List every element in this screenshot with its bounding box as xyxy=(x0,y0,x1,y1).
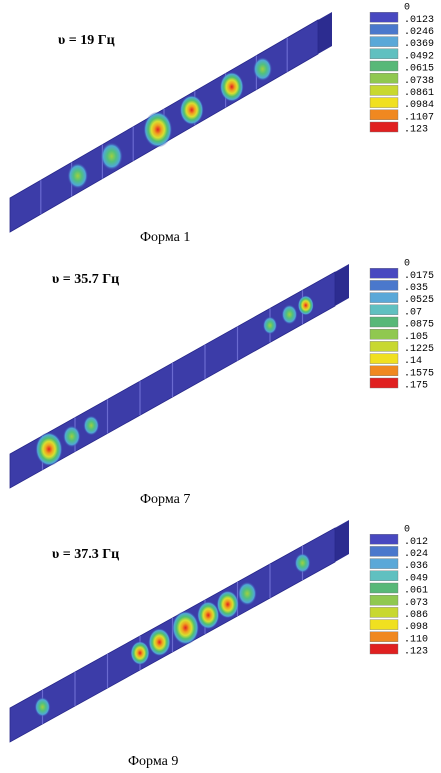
mode-spot xyxy=(35,697,51,717)
legend-label: 0 xyxy=(404,259,410,270)
mode-spot xyxy=(63,425,81,447)
legend-label: .073 xyxy=(404,598,428,609)
legend-label: .1225 xyxy=(404,344,434,355)
legend-swatch xyxy=(370,546,398,556)
legend-label: .012 xyxy=(404,537,428,548)
mode-spot xyxy=(253,57,272,81)
beam-side xyxy=(335,264,349,306)
legend-swatch xyxy=(370,12,398,22)
legend-label: .1575 xyxy=(404,368,434,379)
legend-swatch xyxy=(370,37,398,47)
mode-spot xyxy=(67,163,88,189)
legend-swatch xyxy=(370,49,398,59)
legend-swatch xyxy=(370,98,398,108)
legend-swatch xyxy=(370,110,398,120)
legend-label: .0246 xyxy=(404,27,434,38)
legend-swatch xyxy=(370,571,398,581)
frequency: υ = 35.7 Гц xyxy=(52,272,119,287)
legend-label: .036 xyxy=(404,561,428,572)
legend-label: .098 xyxy=(404,622,428,633)
mode-spot xyxy=(148,628,170,656)
legend: 0.0123.0246.0369.0492 .0615.0738.0861.098… xyxy=(370,3,434,136)
legend-swatch xyxy=(370,620,398,630)
mode-spot xyxy=(220,72,244,102)
mode-spot xyxy=(172,611,199,645)
legend-label: .105 xyxy=(404,332,428,343)
legend-label: .110 xyxy=(404,634,428,645)
mode-spot xyxy=(263,316,277,334)
caption: Форма 7 xyxy=(140,492,190,507)
legend: 0.0175.035.0525.07 .0875.105.1225.14.1575… xyxy=(370,259,434,392)
legend-label: .0984 xyxy=(404,100,434,111)
legend-label: 0 xyxy=(404,525,410,536)
legend-swatch xyxy=(370,583,398,593)
legend-swatch xyxy=(370,24,398,34)
legend-swatch xyxy=(370,61,398,71)
legend-label: .0875 xyxy=(404,320,434,331)
legend-label: 0 xyxy=(404,3,410,14)
legend-swatch xyxy=(370,595,398,605)
legend-swatch xyxy=(370,632,398,642)
legend-label: .123 xyxy=(404,125,428,136)
legend-swatch xyxy=(370,268,398,278)
mode-spot xyxy=(35,432,62,466)
beam-side xyxy=(318,12,332,54)
caption: Форма 1 xyxy=(140,230,190,245)
legend-swatch xyxy=(370,341,398,351)
legend-label: .0175 xyxy=(404,271,434,282)
legend-label: .0861 xyxy=(404,88,434,99)
legend-swatch xyxy=(370,366,398,376)
legend-swatch xyxy=(370,305,398,315)
beams xyxy=(10,12,349,742)
legend-label: .086 xyxy=(404,610,428,621)
legend-swatch xyxy=(370,378,398,388)
mode-spot xyxy=(295,553,311,573)
legend-swatch xyxy=(370,73,398,83)
legend-label: .0615 xyxy=(404,64,434,75)
mode-spot xyxy=(83,416,99,436)
legend: 0.012.024.036.049 .061.073.086.098.110 .12… xyxy=(370,525,428,658)
legend-swatch xyxy=(370,317,398,327)
legend-swatch xyxy=(370,293,398,303)
legend-label: .123 xyxy=(404,647,428,658)
legend-swatch xyxy=(370,644,398,654)
mode-spot xyxy=(197,601,219,629)
mode-spot xyxy=(238,582,257,606)
figure: υ = 19 Гц Форма 1 υ = 35.7 Гц Форма 7 υ … xyxy=(0,0,441,773)
legend-swatch xyxy=(370,534,398,544)
legend-swatch xyxy=(370,559,398,569)
mode-spot xyxy=(298,295,314,315)
mode-spot xyxy=(180,95,204,125)
beam-side xyxy=(335,520,349,562)
legend-label: .035 xyxy=(404,283,428,294)
legend-label: .07 xyxy=(404,307,422,318)
legend-swatch xyxy=(370,280,398,290)
legend-swatch xyxy=(370,329,398,339)
legend-label: .14 xyxy=(404,356,422,367)
legend-label: .0123 xyxy=(404,15,434,26)
legend-swatch xyxy=(370,354,398,364)
mode-spot xyxy=(217,590,239,618)
legend-label: .0369 xyxy=(404,39,434,50)
legend-label: .0492 xyxy=(404,51,434,62)
legend-label: .024 xyxy=(404,549,428,560)
legend-swatch xyxy=(370,607,398,617)
frequency: υ = 37.3 Гц xyxy=(52,547,119,562)
mode-spot xyxy=(130,641,149,665)
legend-label: .061 xyxy=(404,586,428,597)
caption: Форма 9 xyxy=(128,754,178,769)
mode-spot xyxy=(282,304,298,324)
legend-swatch xyxy=(370,85,398,95)
mode-spot xyxy=(100,142,122,170)
legend-label: .1107 xyxy=(404,112,434,123)
legend-swatch xyxy=(370,122,398,132)
legend-label: .0738 xyxy=(404,76,434,87)
mode-spot xyxy=(143,112,172,148)
legend-label: .0525 xyxy=(404,295,434,306)
legend-label: .175 xyxy=(404,381,428,392)
legend-label: .049 xyxy=(404,573,428,584)
frequency: υ = 19 Гц xyxy=(58,33,115,48)
